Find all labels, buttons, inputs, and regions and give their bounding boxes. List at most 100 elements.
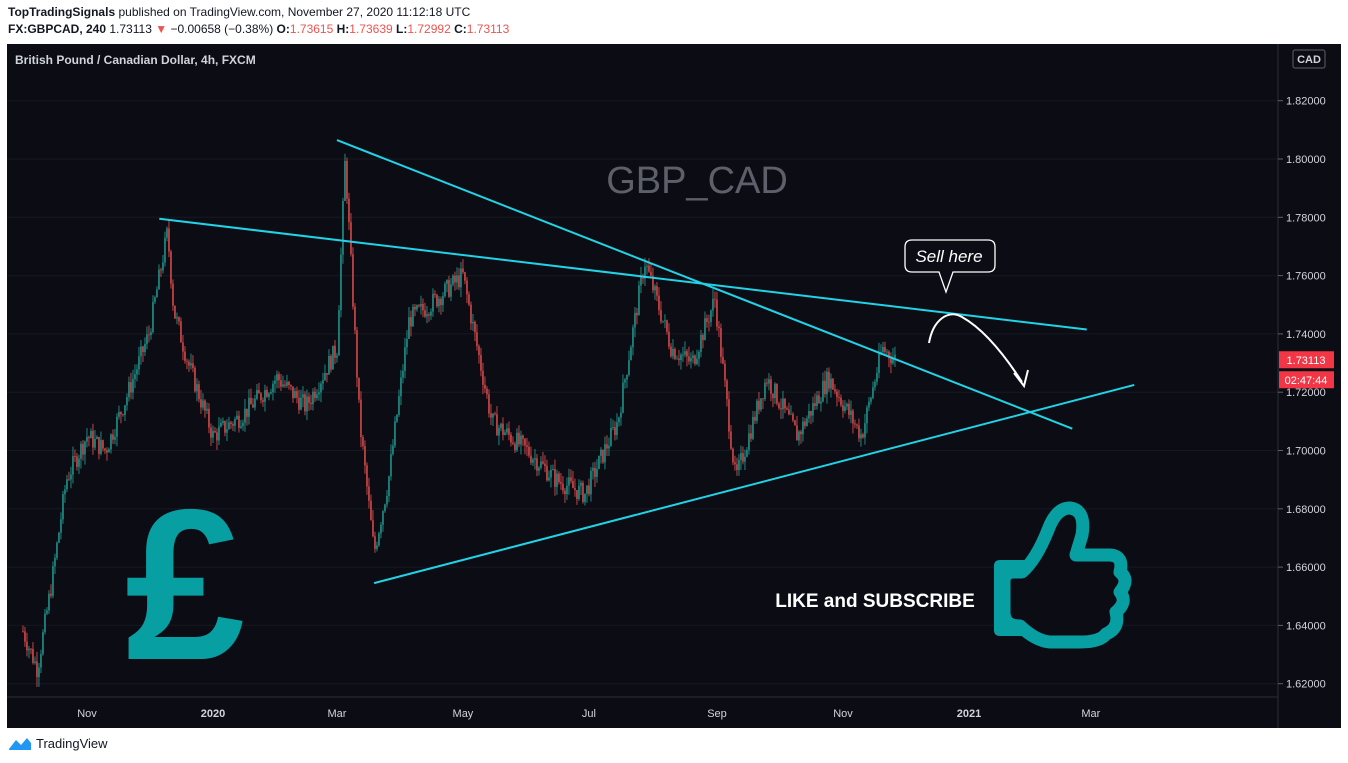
candle-body (774, 383, 776, 399)
candle-body (56, 542, 58, 558)
trendlines-layer[interactable] (159, 139, 1135, 585)
candle-body (400, 377, 402, 397)
candle-body (224, 420, 226, 433)
candle-body (386, 496, 388, 505)
candle-body (152, 301, 154, 333)
candle-body (34, 661, 36, 663)
candle-body (114, 436, 116, 440)
candle-body (702, 335, 704, 341)
candle-body (316, 394, 318, 399)
trendline[interactable] (336, 139, 1073, 430)
candle-body (134, 374, 136, 380)
candle-body (494, 413, 496, 415)
candle-body (150, 332, 152, 336)
candle-body (754, 416, 756, 421)
candle-body (776, 383, 778, 404)
candle-body (546, 466, 548, 481)
candle-body (326, 373, 328, 375)
candle-body (280, 380, 282, 387)
candle-body (402, 370, 404, 378)
candle-body (352, 254, 354, 307)
candle-body (682, 354, 684, 356)
candles-layer[interactable] (22, 153, 896, 687)
candle-body (90, 430, 92, 439)
candle-body (648, 265, 650, 272)
candle-body (598, 455, 600, 469)
candle-body (204, 400, 206, 411)
candle-body (46, 610, 48, 614)
candle-body (248, 397, 250, 417)
candle-body (488, 394, 490, 414)
candle-body (646, 265, 648, 267)
candle-body (300, 397, 302, 410)
candle-body (730, 431, 732, 449)
publisher-name[interactable]: TopTradingSignals (8, 5, 116, 19)
candle-body (278, 374, 280, 381)
candle-body (428, 314, 430, 316)
candle-body (518, 432, 520, 445)
candle-body (50, 593, 52, 596)
candle-body (416, 305, 418, 310)
candle-body (354, 306, 356, 331)
candle-body (872, 387, 874, 398)
candle-body (858, 425, 860, 439)
candle-body (780, 408, 782, 410)
candle-body (606, 444, 608, 449)
chart-panel[interactable]: British Pound / Canadian Dollar, 4h, FXC… (7, 44, 1341, 728)
candle-body (684, 351, 686, 355)
candle-body (634, 312, 636, 328)
candle-body (448, 280, 450, 297)
candle-body (658, 295, 660, 311)
candle-body (808, 411, 810, 419)
candle-body (614, 427, 616, 435)
candle-body (48, 593, 50, 611)
currency-badge[interactable] (1292, 49, 1326, 69)
candle-body (52, 566, 54, 596)
candle-body (312, 391, 314, 405)
candle-body (276, 374, 278, 381)
candle-body (418, 305, 420, 307)
candle-body (528, 446, 530, 456)
candle-body (64, 489, 66, 495)
candle-body (396, 414, 398, 422)
candle-body (240, 426, 242, 428)
candle-body (228, 422, 230, 430)
candle-body (516, 432, 518, 451)
candle-body (568, 477, 570, 486)
candle-body (138, 356, 140, 370)
time-axis[interactable]: Nov 2020 Mar May Jul Sep Nov 2021 Mar (77, 708, 1100, 720)
candle-body (350, 222, 352, 255)
candle-body (700, 335, 702, 352)
publish-info: TopTradingSignals published on TradingVi… (8, 5, 470, 19)
candle-body (652, 275, 654, 291)
price-axis[interactable]: 1.82000 1.80000 1.78000 1.76000 1.74000 1.720… (1278, 96, 1326, 691)
candle-body (742, 453, 744, 462)
candle-body (478, 346, 480, 356)
countdown-tag-bg (1279, 371, 1334, 389)
trendline[interactable] (159, 217, 1087, 331)
candle-body (548, 477, 550, 481)
x-tick-label: Nov (833, 708, 853, 720)
candle-body (370, 500, 372, 521)
candle-body (376, 545, 378, 549)
candle-body (552, 468, 554, 470)
candle-body (420, 304, 422, 307)
candle-body (720, 328, 722, 357)
y-tick-label: 1.80000 (1286, 154, 1326, 166)
sell-here-callout[interactable]: Sell here (904, 239, 996, 294)
trendline[interactable] (373, 383, 1135, 585)
candle-body (118, 412, 120, 417)
candle-body (284, 384, 286, 386)
price-chart[interactable]: British Pound / Canadian Dollar, 4h, FXC… (7, 44, 1341, 728)
candle-body (382, 511, 384, 525)
candle-body (594, 467, 596, 477)
candle-body (738, 459, 740, 471)
candle-body (662, 320, 664, 322)
candle-body (42, 632, 44, 655)
y-tick-label: 1.66000 (1286, 562, 1326, 574)
last-price: 1.73113 (109, 22, 152, 36)
tradingview-footer[interactable]: TradingView (8, 736, 108, 751)
candle-body (330, 355, 332, 370)
y-tick-label: 1.72000 (1286, 387, 1326, 399)
candle-body (520, 435, 522, 445)
